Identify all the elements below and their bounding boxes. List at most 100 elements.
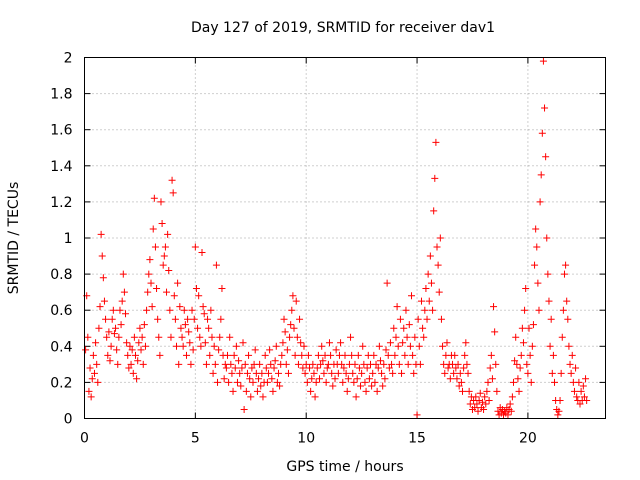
- y-axis-label: SRMTID / TECUs: [6, 182, 22, 295]
- data-point: [303, 378, 311, 386]
- data-point: [416, 360, 424, 368]
- data-point: [94, 378, 102, 386]
- data-point: [178, 333, 186, 341]
- data-point: [313, 364, 321, 372]
- x-tick-label: 0: [80, 431, 89, 447]
- data-point: [156, 351, 164, 359]
- data-point: [542, 153, 550, 161]
- data-point: [414, 315, 422, 323]
- data-point: [430, 207, 438, 215]
- data-point: [535, 306, 543, 314]
- data-point: [501, 407, 509, 415]
- data-point: [443, 339, 451, 347]
- data-point: [143, 306, 151, 314]
- data-point: [126, 342, 134, 350]
- data-point: [137, 346, 145, 354]
- data-point: [323, 364, 331, 372]
- data-point: [93, 360, 101, 368]
- data-point: [122, 310, 130, 318]
- data-point: [472, 393, 480, 401]
- data-point: [338, 360, 346, 368]
- data-point: [231, 364, 239, 372]
- data-point: [549, 351, 557, 359]
- data-point: [130, 333, 138, 341]
- data-point: [92, 339, 100, 347]
- data-point: [579, 382, 587, 390]
- data-point: [281, 328, 289, 336]
- data-point: [235, 357, 243, 365]
- data-point: [431, 174, 439, 182]
- data-point: [353, 375, 361, 383]
- data-point: [322, 378, 330, 386]
- data-point: [435, 288, 443, 296]
- data-point: [434, 261, 442, 269]
- data-point: [327, 351, 335, 359]
- data-point: [400, 324, 408, 332]
- data-point: [556, 396, 564, 404]
- data-point: [118, 297, 126, 305]
- data-point: [319, 357, 327, 365]
- y-tick-label: 1.4: [50, 159, 72, 175]
- data-point: [233, 378, 241, 386]
- data-point: [232, 342, 240, 350]
- data-point: [402, 306, 410, 314]
- data-point: [399, 339, 407, 347]
- data-point: [124, 351, 132, 359]
- data-point: [395, 360, 403, 368]
- data-point: [104, 351, 112, 359]
- data-point: [401, 351, 409, 359]
- data-point: [191, 243, 199, 251]
- data-point: [204, 315, 212, 323]
- data-point: [451, 351, 459, 359]
- data-point: [545, 297, 553, 305]
- data-point: [465, 387, 473, 395]
- data-point: [349, 369, 357, 377]
- data-point: [576, 400, 584, 408]
- data-point: [198, 248, 206, 256]
- data-point: [293, 333, 301, 341]
- data-point: [582, 375, 590, 383]
- plot-frame: [84, 57, 606, 419]
- data-point: [125, 364, 133, 372]
- data-series: [82, 57, 591, 419]
- data-point: [160, 252, 168, 260]
- data-point: [456, 369, 464, 377]
- data-point: [341, 351, 349, 359]
- data-point: [114, 360, 122, 368]
- data-point: [354, 351, 362, 359]
- chart-title: Day 127 of 2019, SRMTID for receiver dav…: [191, 20, 495, 36]
- data-point: [245, 351, 253, 359]
- data-point: [358, 369, 366, 377]
- data-point: [187, 360, 195, 368]
- data-point: [98, 252, 106, 260]
- data-point: [420, 333, 428, 341]
- data-point: [108, 315, 116, 323]
- data-point: [352, 393, 360, 401]
- data-point: [564, 315, 572, 323]
- data-point: [483, 387, 491, 395]
- data-point: [301, 369, 309, 377]
- data-point: [361, 378, 369, 386]
- x-tick-label: 10: [297, 431, 315, 447]
- data-point: [509, 378, 517, 386]
- data-point: [304, 351, 312, 359]
- data-point: [529, 321, 537, 329]
- data-point: [269, 387, 277, 395]
- data-point: [398, 369, 406, 377]
- data-point: [205, 324, 213, 332]
- data-point: [541, 104, 549, 112]
- data-point: [194, 324, 202, 332]
- data-point: [506, 400, 514, 408]
- data-point: [265, 369, 273, 377]
- data-point: [289, 292, 297, 300]
- data-point: [392, 333, 400, 341]
- data-point: [427, 279, 435, 287]
- data-point: [274, 369, 282, 377]
- data-point: [328, 369, 336, 377]
- data-point: [517, 351, 525, 359]
- data-point: [136, 324, 144, 332]
- data-point: [208, 333, 216, 341]
- data-point: [188, 306, 196, 314]
- data-point: [563, 297, 571, 305]
- data-point: [486, 364, 494, 372]
